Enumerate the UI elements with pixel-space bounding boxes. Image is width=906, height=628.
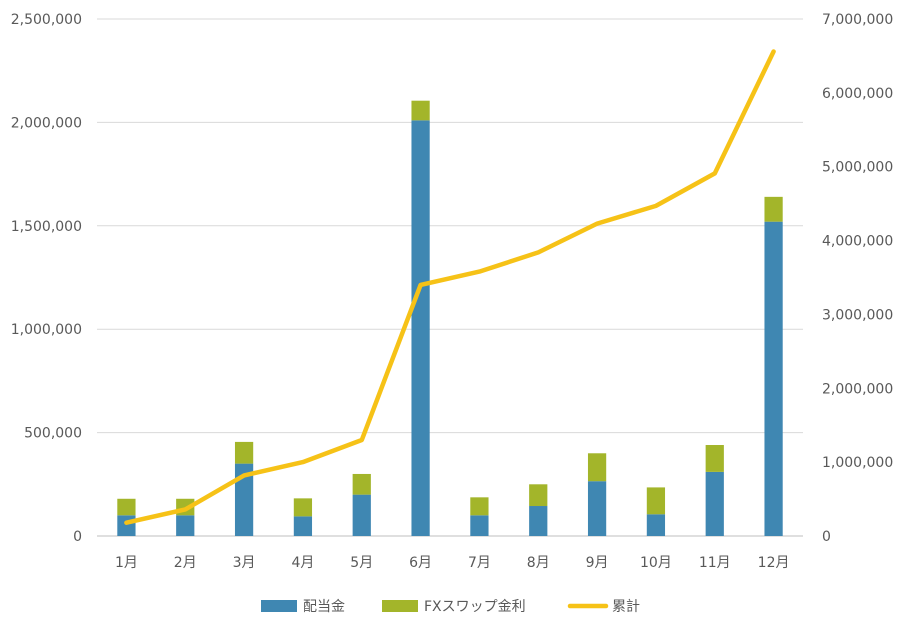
- legend-swatch: [382, 600, 418, 612]
- bar-fx-swap: [234, 441, 254, 464]
- line-layer: [124, 49, 776, 525]
- bar-fx-swap: [411, 100, 430, 121]
- cumulative-line: [124, 49, 776, 525]
- bar-dividend: [117, 515, 136, 536]
- legend-label: 配当金: [303, 599, 345, 615]
- bar-fx-swap: [587, 453, 607, 482]
- x-tick-label: 8月: [527, 555, 550, 571]
- left-axis-ticks: 0 500,000 1,000,000 1,500,000 2,000,000 2,500…: [11, 12, 82, 545]
- left-tick-label: 2,500,000: [11, 12, 82, 28]
- bar-fx-swap: [470, 497, 489, 516]
- bar-dividend: [764, 221, 783, 536]
- left-tick-label: 1,000,000: [11, 322, 82, 338]
- bar-dividend: [293, 516, 313, 536]
- right-axis-ticks: 0 1,000,000 2,000,000 3,000,000 4,000,000 5,0…: [822, 12, 893, 545]
- x-tick-label: 10月: [640, 555, 672, 571]
- bar-dividend: [176, 515, 195, 536]
- left-tick-label: 1,500,000: [11, 219, 82, 235]
- x-tick-label: 7月: [468, 555, 491, 571]
- grid-layer: [97, 18, 803, 537]
- bar-dividend: [234, 463, 254, 536]
- bar-dividend: [411, 120, 430, 536]
- right-tick-label: 1,000,000: [822, 455, 893, 471]
- right-tick-label: 4,000,000: [822, 234, 893, 250]
- bar-dividend: [352, 494, 371, 536]
- bar-fx-swap: [117, 498, 136, 516]
- x-tick-label: 6月: [409, 555, 432, 571]
- bar-fx-swap: [705, 445, 724, 472]
- right-tick-label: 7,000,000: [822, 12, 893, 28]
- bar-dividend: [587, 481, 607, 536]
- x-tick-label: 12月: [758, 555, 790, 571]
- bar-dividend: [705, 471, 724, 536]
- bar-fx-swap: [352, 473, 371, 495]
- bar-dividend: [529, 506, 548, 536]
- legend-swatch: [261, 600, 297, 612]
- x-tick-label: 9月: [586, 555, 609, 571]
- right-tick-label: 5,000,000: [822, 160, 893, 176]
- legend-label: FXスワップ金利: [424, 599, 526, 615]
- x-tick-label: 2月: [174, 555, 197, 571]
- x-axis-ticks: 1月 2月 3月 4月 5月 6月 7月 8月 9月 10月 11月 12月: [115, 555, 790, 571]
- bars-layer: [117, 100, 783, 536]
- right-tick-label: 3,000,000: [822, 307, 893, 323]
- bar-fx-swap: [764, 196, 783, 222]
- left-tick-label: 0: [73, 529, 82, 545]
- bar-fx-swap: [293, 498, 313, 517]
- right-tick-label: 6,000,000: [822, 86, 893, 102]
- left-tick-label: 2,000,000: [11, 115, 82, 131]
- bar-fx-swap: [646, 487, 666, 515]
- x-tick-label: 1月: [115, 555, 138, 571]
- x-tick-label: 4月: [291, 555, 314, 571]
- legend: 配当金 FXスワップ金利 累計: [261, 599, 640, 615]
- right-tick-label: 0: [822, 529, 831, 545]
- legend-label: 累計: [612, 599, 640, 615]
- bar-dividend: [646, 514, 666, 536]
- x-tick-label: 3月: [233, 555, 256, 571]
- bar-fx-swap: [529, 484, 548, 507]
- x-tick-label: 5月: [350, 555, 373, 571]
- left-tick-label: 500,000: [24, 426, 82, 442]
- right-tick-label: 2,000,000: [822, 381, 893, 397]
- bar-dividend: [470, 515, 489, 536]
- x-tick-label: 11月: [699, 555, 731, 571]
